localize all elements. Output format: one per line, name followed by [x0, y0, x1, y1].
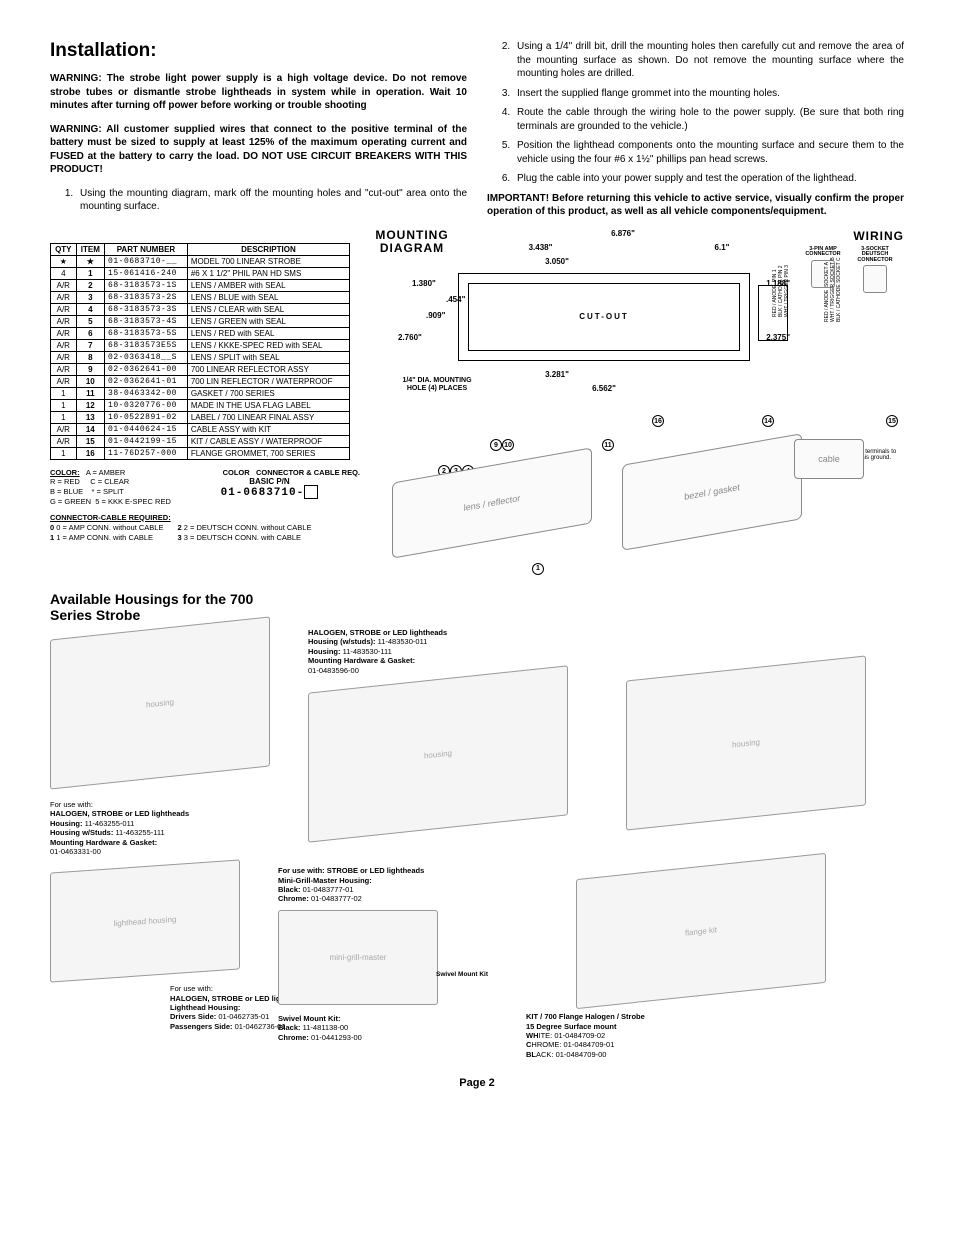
warning-1: WARNING: The strobe light power supply i…: [50, 72, 467, 113]
parts-table: QTY ITEM PART NUMBER DESCRIPTION ★★01-06…: [50, 243, 350, 460]
housing-3-5: For use with: STROBE or LED lightheads M…: [278, 866, 508, 1042]
legend-row: COLOR: A = AMBER R = RED C = CLEAR B = B…: [50, 468, 360, 507]
housings-area: housing For use with: HALOGEN, STROBE or…: [50, 628, 904, 1059]
wiring-diagram: WIRING 3-PIN AMP CONNECTOR RED / ANODE P…: [794, 229, 904, 314]
exploded-view: 16 14 15 910 11 234 5678 1 Tie ring term…: [372, 405, 904, 575]
table-row: A/R468-3183573-3SLENS / CLEAR with SEAL: [51, 303, 350, 315]
mounting-diagram: MOUNTING DIAGRAM 6.876" 3.438" 6.1" 3.05…: [372, 229, 788, 399]
parts-block: QTY ITEM PART NUMBER DESCRIPTION ★★01-06…: [50, 229, 360, 543]
housing-right-top: housing: [626, 628, 876, 818]
steps-right: Using a 1/4" drill bit, drill the mounti…: [487, 40, 904, 186]
right-column: Using a 1/4" drill bit, drill the mounti…: [487, 40, 904, 229]
housing-6: flange kit KIT / 700 Flange Halogen / St…: [526, 866, 846, 1059]
table-row: 4115-061416-240#6 X 1 1/2" PHIL PAN HD S…: [51, 267, 350, 279]
table-row: A/R768-3183573E5SLENS / KKKE-SPEC RED wi…: [51, 339, 350, 351]
warning-2: WARNING: All customer supplied wires tha…: [50, 123, 467, 177]
step-2: Using a 1/4" drill bit, drill the mounti…: [513, 40, 904, 81]
table-row: 11611-76D257-000FLANGE GROMMET, 700 SERI…: [51, 447, 350, 459]
middle-row: QTY ITEM PART NUMBER DESCRIPTION ★★01-06…: [50, 229, 904, 575]
table-row: A/R1002-0362641-01700 LIN REFLECTOR / WA…: [51, 375, 350, 387]
step-5: Position the lighthead components onto t…: [513, 139, 904, 166]
table-row: 11138-0463342-00GASKET / 700 SERIES: [51, 387, 350, 399]
table-row: A/R902-0362641-00700 LINEAR REFLECTOR AS…: [51, 363, 350, 375]
table-row: A/R268-3183573-1SLENS / AMBER with SEAL: [51, 279, 350, 291]
steps-left: Using the mounting diagram, mark off the…: [50, 187, 467, 214]
table-row: A/R1501-0442199-15KIT / CABLE ASSY / WAT…: [51, 435, 350, 447]
table-row: A/R1401-0440624-15CABLE ASSY with KIT: [51, 423, 350, 435]
color-legend: COLOR: A = AMBER R = RED C = CLEAR B = B…: [50, 468, 171, 507]
housing-4: lighthead housing For use with: HALOGEN,…: [50, 866, 260, 1031]
table-row: A/R368-3183573-2SLENS / BLUE with SEAL: [51, 291, 350, 303]
page-number: Page 2: [50, 1077, 904, 1089]
table-row: 11210-0320776-00MADE IN THE USA FLAG LAB…: [51, 399, 350, 411]
table-row: A/R568-3183573-4SLENS / GREEN with SEAL: [51, 315, 350, 327]
color-legend-title: COLOR:: [50, 468, 80, 477]
section-title: Installation:: [50, 40, 467, 62]
parts-th-item: ITEM: [76, 243, 104, 255]
diagrams-block: MOUNTING DIAGRAM 6.876" 3.438" 6.1" 3.05…: [372, 229, 904, 575]
basic-pn: COLOR CONNECTOR & CABLE REQ. BASIC P/N 0…: [179, 468, 360, 507]
step-6: Plug the cable into your power supply an…: [513, 172, 904, 186]
parts-th-pn: PART NUMBER: [105, 243, 188, 255]
left-column: Installation: WARNING: The strobe light …: [50, 40, 467, 229]
cable-required: CONNECTOR-CABLE REQUIRED: 0 0 = AMP CONN…: [50, 513, 360, 543]
parts-th-qty: QTY: [51, 243, 77, 255]
housing-2: HALOGEN, STROBE or LED lightheads Housin…: [308, 628, 608, 829]
important-note: IMPORTANT! Before returning this vehicle…: [487, 192, 904, 219]
table-row: A/R668-3183573-5SLENS / RED with SEAL: [51, 327, 350, 339]
step-3: Insert the supplied flange grommet into …: [513, 87, 904, 101]
housing-1: housing For use with: HALOGEN, STROBE or…: [50, 628, 290, 856]
table-row: ★★01-0683710-__MODEL 700 LINEAR STROBE: [51, 255, 350, 267]
step-1: Using the mounting diagram, mark off the…: [76, 187, 467, 214]
top-text-columns: Installation: WARNING: The strobe light …: [50, 40, 904, 229]
table-row: 11310-0522891-02LABEL / 700 LINEAR FINAL…: [51, 411, 350, 423]
table-row: A/R802-0363418__SLENS / SPLIT with SEAL: [51, 351, 350, 363]
step-4: Route the cable through the wiring hole …: [513, 106, 904, 133]
parts-th-desc: DESCRIPTION: [187, 243, 349, 255]
